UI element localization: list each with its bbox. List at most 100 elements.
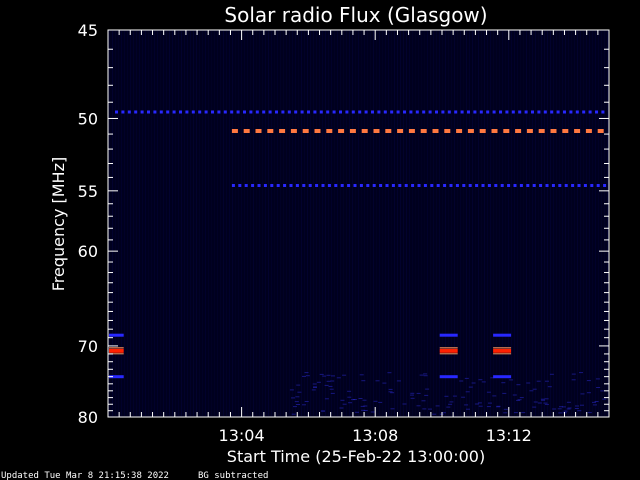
band-dash xyxy=(491,129,498,133)
noise-speck xyxy=(360,405,365,407)
noise-speck xyxy=(545,380,549,382)
noise-column xyxy=(343,31,344,416)
noise-speck xyxy=(322,375,327,377)
band-dash xyxy=(372,184,376,187)
noise-column xyxy=(217,31,218,416)
noise-speck xyxy=(543,402,548,404)
noise-column xyxy=(547,31,548,416)
noise-column xyxy=(268,31,269,416)
noise-speck xyxy=(304,401,309,402)
noise-column xyxy=(460,31,461,416)
noise-column xyxy=(160,31,161,416)
band-dash xyxy=(172,110,176,114)
noise-speck xyxy=(547,386,552,388)
noise-column xyxy=(511,31,512,416)
burst-segment xyxy=(109,333,124,337)
band-dash xyxy=(351,110,355,114)
band-dash xyxy=(563,110,566,114)
y-axis: 45 50 55 60 70 80 xyxy=(78,21,609,427)
noise-column xyxy=(457,31,458,416)
band-dash xyxy=(179,110,182,114)
noise-column xyxy=(166,31,167,416)
noise-speck xyxy=(592,401,596,403)
noise-column xyxy=(355,31,356,416)
burst-segment xyxy=(493,333,512,337)
noise-column xyxy=(283,31,284,416)
noise-speck xyxy=(459,380,464,382)
band-dash xyxy=(302,129,309,133)
noise-speck xyxy=(339,407,344,409)
noise-speck xyxy=(466,408,470,410)
noise-column xyxy=(145,31,146,416)
noise-speck xyxy=(529,390,534,392)
noise-column xyxy=(262,31,263,416)
band-dash xyxy=(379,184,383,187)
noise-speck xyxy=(444,395,449,397)
burst-halo xyxy=(109,353,124,355)
noise-speck xyxy=(492,395,497,397)
band-dash xyxy=(505,110,509,114)
band-dash xyxy=(340,184,344,187)
band-dash xyxy=(140,110,144,114)
band-dash xyxy=(289,184,293,187)
noise-column xyxy=(490,31,491,416)
noise-speck xyxy=(331,375,335,377)
noise-column xyxy=(448,31,449,416)
noise-column xyxy=(184,31,185,416)
noise-column xyxy=(133,31,134,416)
burst-halo xyxy=(493,347,512,349)
noise-speck xyxy=(471,382,476,384)
noise-speck xyxy=(296,404,300,405)
noise-column xyxy=(409,31,410,416)
band-dash xyxy=(236,110,240,114)
noise-speck xyxy=(361,409,366,411)
noise-column xyxy=(199,31,200,416)
noise-column xyxy=(427,31,428,416)
noise-column xyxy=(550,31,551,416)
band-dash xyxy=(302,184,306,187)
noise-speck xyxy=(410,394,414,396)
noise-column xyxy=(541,31,542,416)
burst-band xyxy=(109,333,124,337)
band-dash xyxy=(159,110,163,114)
noise-speck xyxy=(464,404,469,406)
noise-column xyxy=(337,31,338,416)
noise-column xyxy=(151,31,152,416)
noise-speck xyxy=(574,408,579,409)
noise-speck xyxy=(336,377,341,379)
noise-speck xyxy=(478,379,483,381)
noise-column xyxy=(496,31,497,416)
noise-column xyxy=(295,31,296,416)
noise-column xyxy=(286,31,287,416)
noise-speck xyxy=(396,380,401,382)
background-note: BG subtracted xyxy=(198,471,268,480)
noise-column xyxy=(373,31,374,416)
noise-speck xyxy=(486,391,491,393)
noise-column xyxy=(589,31,590,416)
band-dash xyxy=(361,129,368,133)
noise-column xyxy=(559,31,560,416)
band-dash xyxy=(373,129,380,133)
noise-speck xyxy=(424,394,429,396)
band-dash xyxy=(198,110,202,114)
noise-speck xyxy=(536,380,541,382)
noise-speck xyxy=(516,399,521,401)
emission-band xyxy=(231,129,604,133)
noise-speck xyxy=(410,397,415,399)
noise-speck xyxy=(402,403,407,405)
noise-speck xyxy=(512,394,517,396)
noise-column xyxy=(367,31,368,416)
noise-speck xyxy=(423,375,428,377)
burst-segment xyxy=(109,375,124,379)
noise-speck xyxy=(330,392,335,394)
noise-column xyxy=(472,31,473,416)
noise-column xyxy=(535,31,536,416)
noise-column xyxy=(382,31,383,416)
noise-column xyxy=(562,31,563,416)
band-dash xyxy=(332,110,336,114)
band-dash xyxy=(574,129,581,133)
noise-speck xyxy=(441,412,446,414)
band-dash xyxy=(420,129,427,133)
band-dash xyxy=(556,110,560,114)
noise-speck xyxy=(561,406,566,408)
